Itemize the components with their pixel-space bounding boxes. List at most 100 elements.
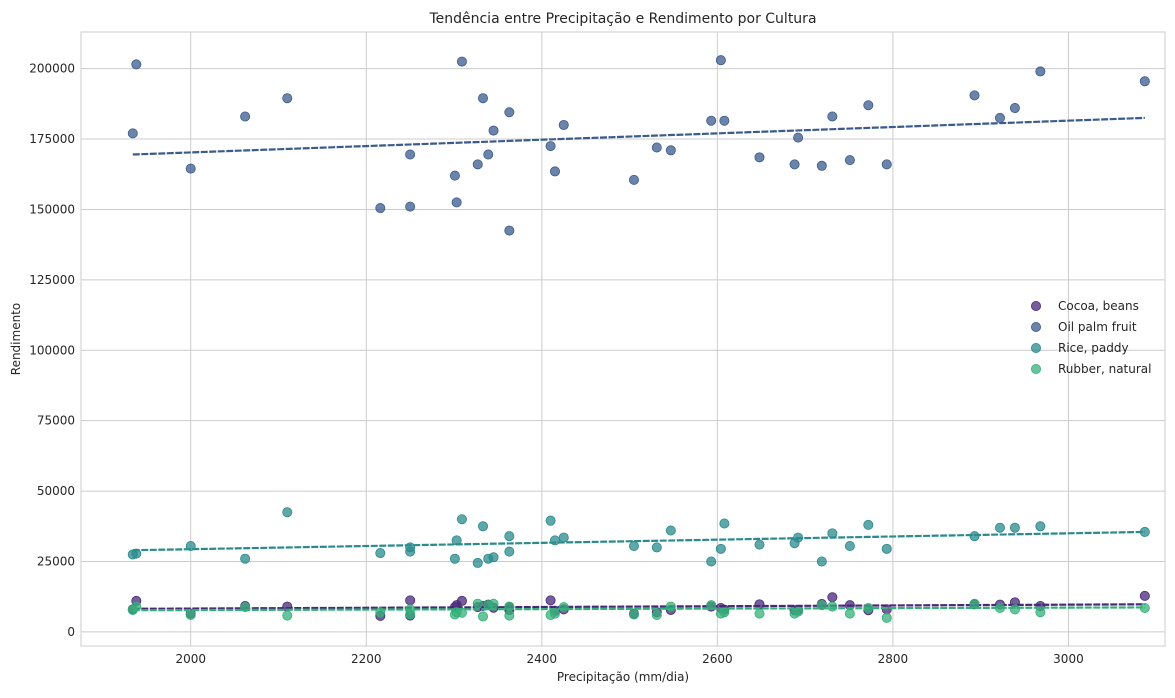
data-point [827,601,838,612]
data-point [816,556,827,567]
data-point [405,595,416,606]
data-point [816,160,827,171]
data-point [754,152,765,163]
data-point [665,145,676,156]
trend-line [132,530,1145,552]
data-point [1139,76,1150,87]
data-point [549,608,560,619]
data-point [651,542,662,553]
y-tick-label: 25000 [37,555,75,569]
data-point [456,607,467,618]
data-point [881,543,892,554]
data-point [628,609,639,620]
data-point [1009,604,1020,615]
data-point [504,610,515,621]
axes: 2000 2200 2400 2600 2800 3000 0 25000 50000 75000… [29,62,1084,666]
data-point [827,111,838,122]
data-point [504,531,515,542]
legend-marker [1031,363,1042,374]
data-point [282,610,293,621]
data-point [754,608,765,619]
data-point [1035,66,1046,77]
data-point [456,56,467,67]
data-point [478,93,489,104]
data-point [844,155,855,166]
data-point [451,197,462,208]
y-tick-label: 200000 [29,62,75,76]
trend-line [132,606,1145,612]
data-point [863,519,874,530]
data-point [628,541,639,552]
y-tick-label: 50000 [37,484,75,498]
data-point [754,539,765,550]
y-axis-label: Rendimento [9,303,23,375]
data-point [456,595,467,606]
data-point [504,546,515,557]
data-point [558,119,569,130]
data-point [558,532,569,543]
data-point [478,611,489,622]
data-point [449,553,460,564]
data-point [1035,607,1046,618]
data-point [472,159,483,170]
data-point [715,543,726,554]
y-tick-label: 100000 [29,343,75,357]
legend-label: Cocoa, beans [1058,299,1139,313]
data-point [719,115,730,126]
data-point [456,514,467,525]
y-tick-label: 150000 [29,202,75,216]
data-point [131,59,142,70]
data-point [282,93,293,104]
data-point [488,598,499,609]
data-point [1009,522,1020,533]
data-point [1009,103,1020,114]
data-point [844,608,855,619]
data-point [628,174,639,185]
data-point [549,166,560,177]
data-point [863,100,874,111]
data-point [881,159,892,170]
data-point [504,225,515,236]
data-point [405,201,416,212]
data-point [405,149,416,160]
data-point [706,600,717,611]
data-point [488,125,499,136]
data-point [1139,590,1150,601]
legend-label: Rice, paddy [1058,341,1129,355]
data-point [240,111,251,122]
y-tick-label: 0 [67,625,75,639]
x-tick-label: 2400 [527,652,558,666]
data-point [715,55,726,66]
x-axis-label: Precipitação (mm/dia) [557,670,689,684]
data-point [719,518,730,529]
data-point [706,115,717,126]
data-point [127,128,138,139]
data-point [665,525,676,536]
legend-label: Rubber, natural [1058,362,1151,376]
legend-label: Oil palm fruit [1058,320,1137,334]
x-tick-label: 2200 [351,652,382,666]
series-group [127,598,1150,623]
y-tick-label: 125000 [29,273,75,287]
legend-marker [1031,321,1042,332]
data-point [240,553,251,564]
data-point [793,132,804,143]
data-point [185,163,196,174]
data-point [545,515,556,526]
data-point [375,548,386,559]
data-point [545,595,556,606]
data-point [545,141,556,152]
series-group [127,507,1150,568]
grid [81,32,1165,646]
data-point [405,609,416,620]
plot-frame [80,31,1166,647]
data-point [881,612,892,623]
data-point [488,552,499,563]
y-tick-label: 75000 [37,414,75,428]
y-tick-label: 175000 [29,132,75,146]
data-point [472,598,483,609]
data-point [282,507,293,518]
series-group [127,55,1150,236]
